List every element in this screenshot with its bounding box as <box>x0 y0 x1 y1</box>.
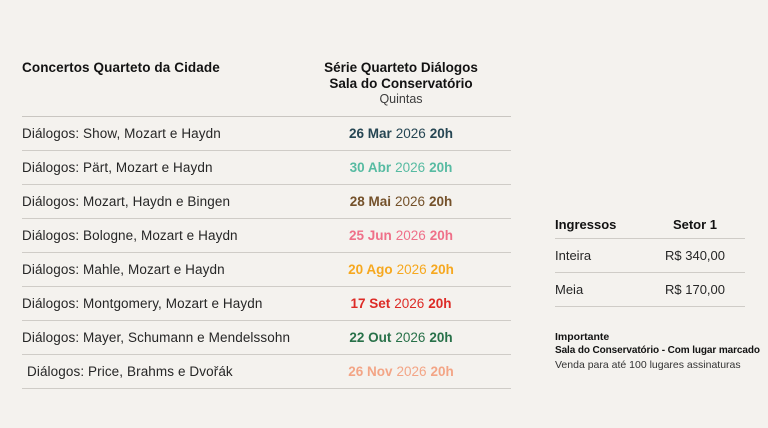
ticket-type: Inteira <box>555 248 592 263</box>
concert-date: 25 Jun 2026 20h <box>291 228 511 243</box>
ticket-type: Meia <box>555 282 584 297</box>
concert-date-day: 26 Mar <box>348 126 392 141</box>
concert-date-time: 20h <box>430 262 454 277</box>
concert-date-year: 2026 <box>395 126 426 141</box>
concert-title: Diálogos: Montgomery, Mozart e Haydn <box>22 296 263 311</box>
concerts-table: Concertos Quarteto da Cidade Série Quart… <box>22 57 511 389</box>
concert-date-time: 20h <box>430 364 454 379</box>
concert-row: Diálogos: Mahle, Mozart e Haydn 20 Ago 20… <box>22 253 511 287</box>
concert-date-time: 20h <box>429 228 454 243</box>
ticket-price: R$ 340,00 <box>665 248 725 263</box>
concert-date-day: 17 Set <box>350 296 391 311</box>
series-title-line2: Sala do Conservatório <box>329 76 473 91</box>
concert-date: 17 Set 2026 20h <box>291 296 511 311</box>
ticket-row: Inteira R$ 340,00 <box>555 239 745 273</box>
concert-date-day: 30 Abr <box>349 160 392 175</box>
concert-title: Diálogos: Mayer, Schumann e Mendelssohn <box>22 330 291 345</box>
concert-date: 28 Mai 2026 20h <box>291 194 511 209</box>
concert-title: Diálogos: Bologne, Mozart e Haydn <box>22 228 238 243</box>
ticket-row: Meia R$ 170,00 <box>555 273 745 307</box>
concert-date-year: 2026 <box>395 228 426 243</box>
concert-title: Diálogos: Mozart, Haydn e Bingen <box>22 194 231 209</box>
concert-date: 22 Out 2026 20h <box>291 330 511 345</box>
concert-date: 30 Abr 2026 20h <box>291 160 511 175</box>
notes-title: Importante <box>555 331 610 343</box>
concert-row: Diálogos: Mozart, Haydn e Bingen 28 Mai 2… <box>22 185 511 219</box>
important-notes: Importante Sala do Conservatório - Com l… <box>555 330 765 372</box>
series-subtitle: Quintas <box>379 92 423 106</box>
concert-date-year: 2026 <box>394 194 426 209</box>
notes-venue-line: Sala do Conservatório - Com lugar marcad… <box>555 345 760 356</box>
series-title-block: Série Quarteto Diálogos Sala do Conserva… <box>291 60 511 107</box>
concert-date-time: 20h <box>428 296 452 311</box>
concert-title: Diálogos: Show, Mozart e Haydn <box>22 126 221 141</box>
concerts-table-header: Concertos Quarteto da Cidade Série Quart… <box>22 57 511 117</box>
concert-date-time: 20h <box>429 330 453 345</box>
concert-row: Diálogos: Montgomery, Mozart e Haydn 17 … <box>22 287 511 321</box>
concert-date-year: 2026 <box>395 330 426 345</box>
concert-date-time: 20h <box>429 126 454 141</box>
concert-date-day: 25 Jun <box>348 228 392 243</box>
tickets-header-label: Ingressos <box>555 216 617 232</box>
concert-date-day: 20 Ago <box>348 262 393 277</box>
tickets-table: Ingressos Setor 1 Inteira R$ 340,00 Meia… <box>555 210 745 307</box>
series-title-line1: Série Quarteto Diálogos <box>324 60 478 75</box>
concert-row: Diálogos: Price, Brahms e Dvořák 26 Nov 2… <box>22 355 511 389</box>
concert-date: 26 Mar 2026 20h <box>291 126 511 141</box>
concert-row: Diálogos: Bologne, Mozart e Haydn 25 Jun… <box>22 219 511 253</box>
concert-date-year: 2026 <box>396 262 427 277</box>
concert-date-year: 2026 <box>394 296 425 311</box>
concert-date-day: 26 Nov <box>348 364 393 379</box>
concert-row: Diálogos: Pärt, Mozart e Haydn 30 Abr 202… <box>22 151 511 185</box>
concert-title: Diálogos: Mahle, Mozart e Haydn <box>22 262 225 277</box>
ticket-price: R$ 170,00 <box>665 282 725 297</box>
tickets-header-sector: Setor 1 <box>672 216 718 232</box>
concert-row: Diálogos: Show, Mozart e Haydn 26 Mar 202… <box>22 117 511 151</box>
concert-date: 26 Nov 2026 20h <box>291 364 511 379</box>
concert-date: 20 Ago 2026 20h <box>291 262 511 277</box>
concert-title: Diálogos: Price, Brahms e Dvořák <box>27 364 233 379</box>
tickets-table-header: Ingressos Setor 1 <box>555 210 745 239</box>
concert-date-year: 2026 <box>396 364 427 379</box>
notes-sales-line: Venda para até 100 lugares assinaturas <box>555 359 741 371</box>
concert-date-day: 22 Out <box>349 330 392 345</box>
concert-row: Diálogos: Mayer, Schumann e Mendelssohn … <box>22 321 511 355</box>
concert-date-day: 28 Mai <box>349 194 391 209</box>
concert-title: Diálogos: Pärt, Mozart e Haydn <box>22 160 213 175</box>
concert-date-time: 20h <box>429 194 453 209</box>
concert-date-year: 2026 <box>395 160 426 175</box>
concert-date-time: 20h <box>429 160 453 175</box>
concerts-title: Concertos Quarteto da Cidade <box>22 60 220 75</box>
